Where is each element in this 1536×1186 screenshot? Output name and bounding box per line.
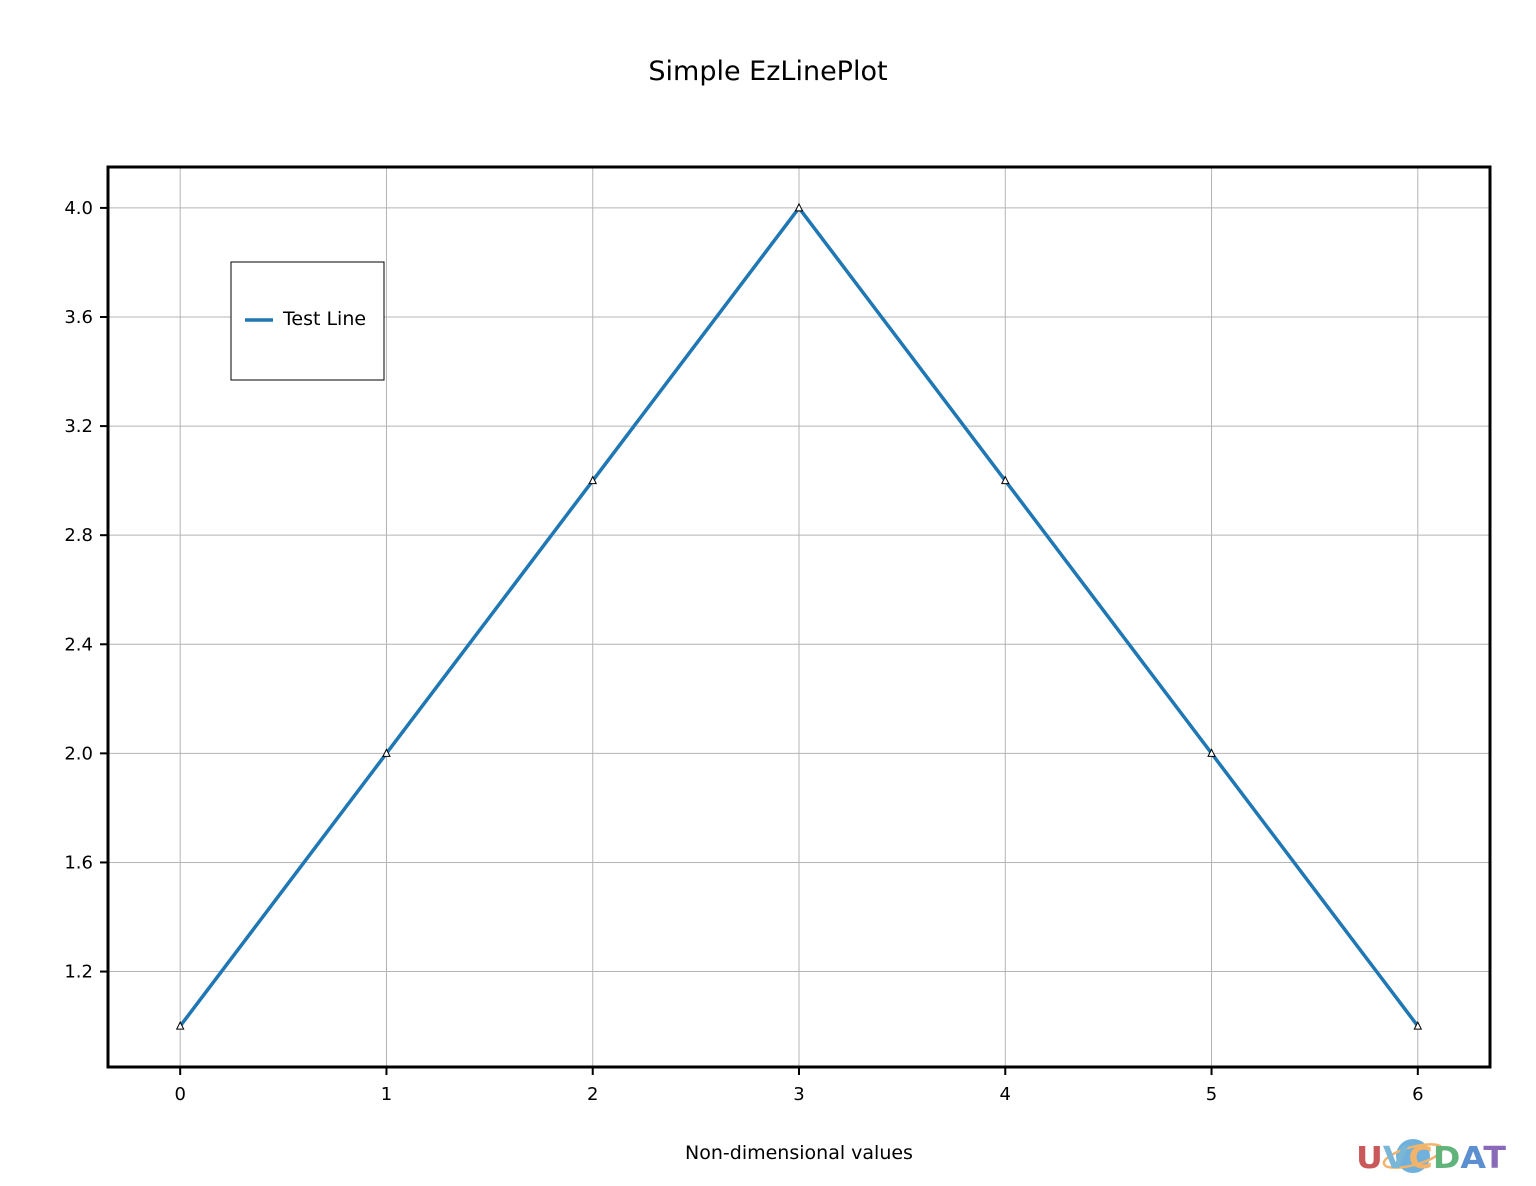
logo-text: UVCDAT [1356, 1141, 1507, 1176]
y-axis: 1.2 1.6 2.0 2.4 2.8 3.2 3.6 4.0 [64, 198, 108, 983]
x-tick-label: 2 [587, 1084, 598, 1105]
marker-layer [175, 202, 1423, 1030]
data-point-marker [1000, 475, 1010, 485]
x-tick-label: 3 [793, 1084, 804, 1105]
data-point-marker [794, 202, 804, 212]
data-point-marker [1413, 1020, 1423, 1030]
y-tick-label: 2.8 [64, 525, 93, 546]
data-point-marker [175, 1020, 185, 1030]
x-tick-label: 6 [1412, 1084, 1423, 1105]
x-tick-label: 4 [1000, 1084, 1011, 1105]
y-tick-label: 4.0 [64, 198, 93, 219]
uvcdat-logo: UVCDAT [1356, 1139, 1507, 1176]
chart-title: Simple EzLinePlot [648, 56, 887, 87]
x-axis-label: Non-dimensional values [685, 1142, 913, 1164]
y-tick-label: 3.2 [64, 416, 93, 437]
y-tick-label: 1.2 [64, 962, 93, 983]
x-axis: 0 1 2 3 4 5 6 [174, 1067, 1424, 1105]
data-point-marker [382, 748, 391, 757]
data-point-marker [1207, 748, 1216, 757]
grid [108, 167, 1490, 1067]
y-tick-label: 2.0 [64, 743, 93, 764]
orbit-icon [1382, 1143, 1444, 1169]
x-tick-label: 5 [1206, 1084, 1217, 1105]
legend-label: Test Line [282, 308, 366, 330]
legend: Test Line [230, 261, 385, 381]
y-tick-label: 3.6 [64, 307, 93, 328]
x-tick-label: 0 [174, 1084, 185, 1105]
data-point-marker [588, 475, 598, 485]
y-tick-label: 2.4 [64, 634, 93, 655]
x-tick-label: 1 [381, 1084, 392, 1105]
globe-icon [1396, 1139, 1430, 1173]
y-tick-label: 1.6 [64, 852, 93, 873]
